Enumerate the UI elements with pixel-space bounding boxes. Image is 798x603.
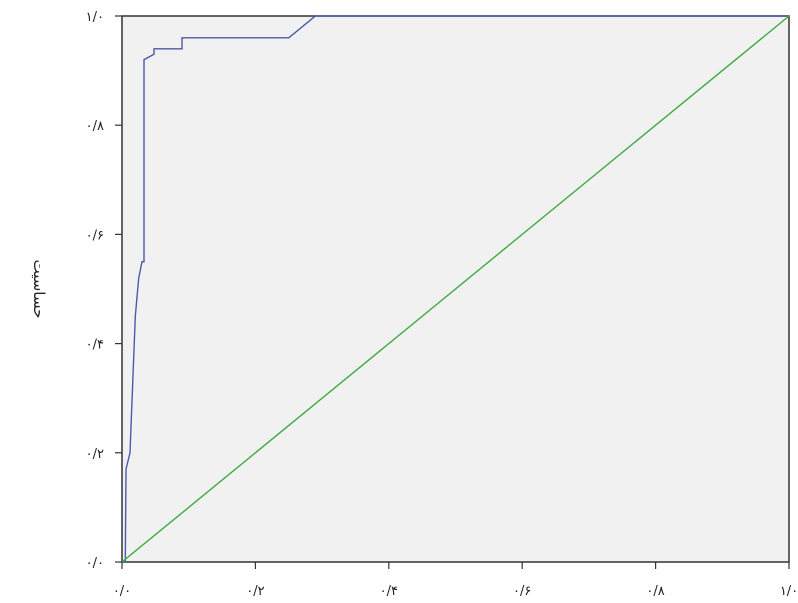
y-tick-label: ۰/۲ [86, 447, 104, 462]
y-tick-label: ۰/۰ [86, 556, 104, 571]
y-axis-label: حساسیت [30, 259, 48, 318]
axes-layer: ۰/۰ ۰/۲ ۰/۴ ۰/۶ ۰/۸ ۱/۰ ۰/۰ ۰/۲ ۰/۴ ۰/۶ ۰/۸ ۱/۰ [86, 10, 798, 599]
y-tick-label: ۱/۰ [86, 10, 104, 25]
x-tick-label: ۰/۴ [380, 584, 398, 599]
roc-curve-line [122, 15, 789, 563]
series-layer [121, 15, 790, 563]
y-tick-label: ۰/۴ [86, 338, 104, 353]
x-tick-label: ۰/۰ [113, 584, 131, 599]
y-tick-label: ۰/۸ [86, 119, 104, 134]
x-tick-label: ۰/۸ [646, 584, 664, 599]
x-tick-label: ۰/۲ [246, 584, 264, 599]
y-tick-label: ۰/۶ [86, 228, 104, 243]
x-tick-label: ۱/۰ [780, 584, 798, 599]
x-tick-label: ۰/۶ [513, 584, 531, 599]
reference-diagonal-line [121, 15, 790, 563]
